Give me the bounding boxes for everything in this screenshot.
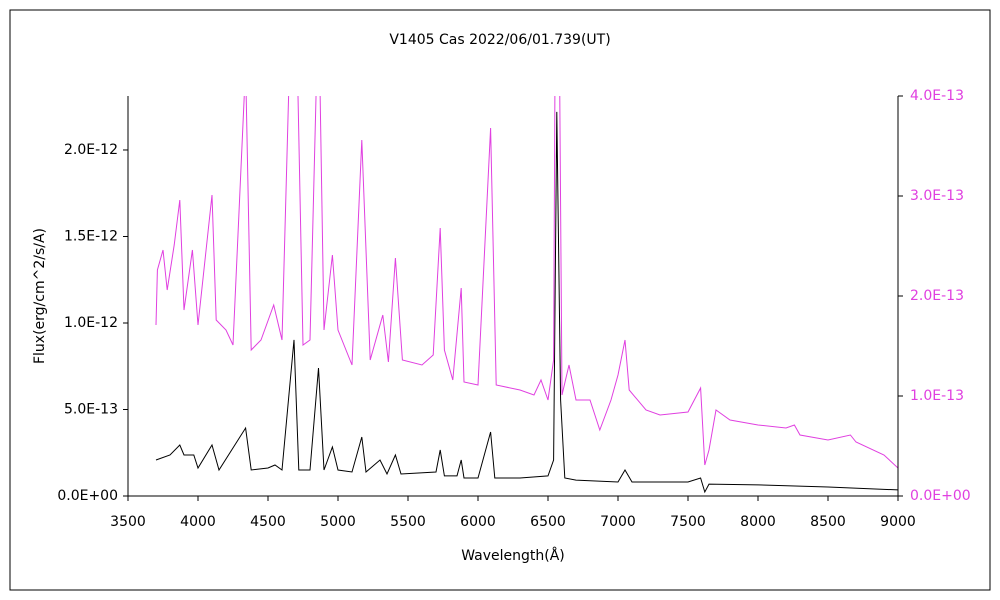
y-tick-label: 1.0E-12 bbox=[64, 315, 118, 331]
y-tick-label: 0.0E+00 bbox=[57, 488, 118, 504]
y2-tick-label: 2.0E-13 bbox=[910, 288, 964, 304]
chart-title: V1405 Cas 2022/06/01.739(UT) bbox=[389, 32, 610, 48]
x-tick-label: 8500 bbox=[810, 514, 846, 530]
y-tick-label: 1.5E-12 bbox=[64, 228, 118, 244]
y2-tick-label: 0.0E+00 bbox=[910, 488, 971, 504]
plot-area bbox=[155, 96, 898, 494]
x-tick-label: 6000 bbox=[460, 514, 496, 530]
x-tick-label: 6500 bbox=[530, 514, 566, 530]
y-tick-label: 2.0E-12 bbox=[64, 142, 118, 158]
x-tick-label: 9000 bbox=[880, 514, 916, 530]
x-tick-label: 5000 bbox=[320, 514, 356, 530]
y2-tick-label: 3.0E-13 bbox=[910, 188, 964, 204]
x-tick-label: 4500 bbox=[250, 514, 286, 530]
y-tick-label: 5.0E-13 bbox=[64, 401, 118, 417]
x-tick-label: 7000 bbox=[600, 514, 636, 530]
spectrum-line bbox=[155, 111, 898, 494]
x-tick-label: 3500 bbox=[110, 514, 146, 530]
x-tick-label: 5500 bbox=[390, 514, 426, 530]
y2-tick-label: 4.0E-13 bbox=[910, 88, 964, 104]
x-axis-label: Wavelength(Å) bbox=[461, 547, 565, 564]
y-axis-label: Flux(erg/cm^2/s/A) bbox=[32, 228, 48, 364]
frame bbox=[9, 9, 991, 591]
x-tick-label: 7500 bbox=[670, 514, 706, 530]
y2-tick-label: 1.0E-13 bbox=[910, 388, 964, 404]
x-tick-label: 4000 bbox=[180, 514, 216, 530]
x-tick-label: 8000 bbox=[740, 514, 776, 530]
spectrum-line bbox=[155, 96, 898, 469]
